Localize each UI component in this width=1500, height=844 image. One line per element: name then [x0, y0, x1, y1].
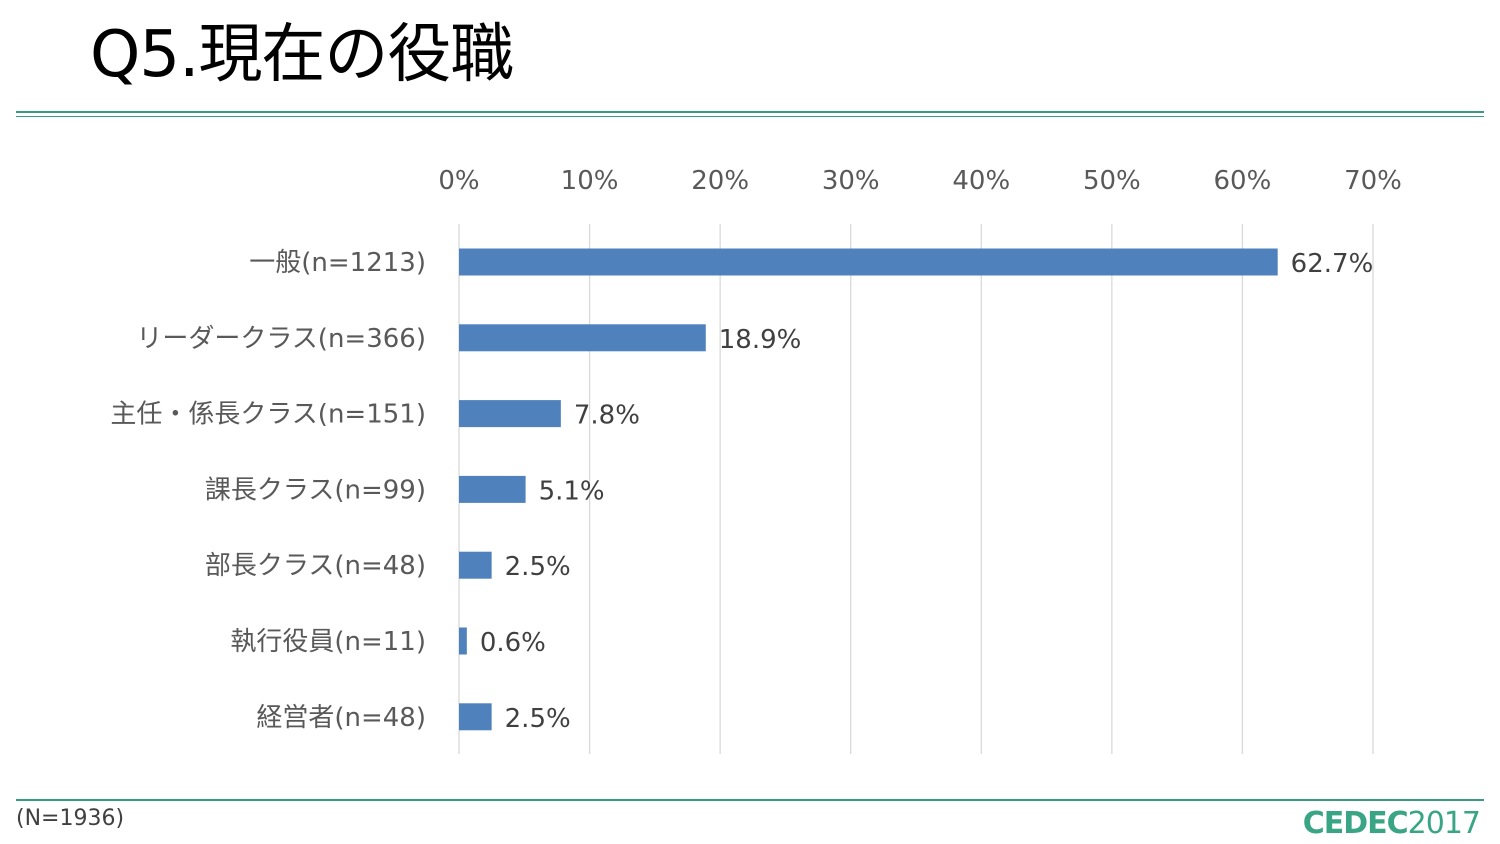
category-label: 課長クラス(n=99) [205, 475, 426, 505]
category-label: 経営者(n=48) [256, 703, 426, 733]
logo-text: CEDEC [1302, 806, 1409, 841]
bar [459, 703, 492, 731]
x-tick-label: 0% [438, 166, 479, 196]
x-tick-label: 70% [1344, 166, 1402, 196]
bar [459, 475, 526, 503]
data-label: 2.5% [505, 704, 571, 734]
bar-chart: 0% 10% 20% 30% 40% 50% 60% 70% 一般(n=1213) 62.7% リー… [110, 166, 1402, 754]
x-tick-label: 10% [561, 166, 619, 196]
category-label: 一般(n=1213) [249, 248, 426, 278]
page-title: Q5.現在の役職 [90, 18, 514, 92]
logo-year: 2017 [1407, 806, 1481, 841]
data-label: 18.9% [719, 325, 802, 355]
bar [459, 248, 1278, 276]
x-tick-label: 30% [822, 166, 880, 196]
data-label: 62.7% [1291, 249, 1374, 279]
bar [459, 400, 561, 428]
bar [459, 324, 706, 352]
x-tick-label: 60% [1214, 166, 1272, 196]
x-tick-label: 20% [691, 166, 749, 196]
x-tick-label: 40% [952, 166, 1010, 196]
data-label: 5.1% [539, 476, 605, 506]
data-label: 2.5% [505, 552, 571, 582]
sample-size-note: (N=1936) [16, 806, 125, 831]
category-label: 主任・係長クラス(n=151) [110, 400, 426, 430]
bar [459, 551, 492, 579]
title-rule-top [16, 111, 1484, 113]
x-tick-label: 50% [1083, 166, 1141, 196]
category-label: リーダークラス(n=366) [136, 324, 426, 354]
footer-rule [16, 799, 1484, 801]
title-rule-bottom [16, 116, 1484, 117]
data-label: 0.6% [480, 628, 546, 658]
category-label: 執行役員(n=11) [230, 627, 426, 657]
cedec-logo: CEDEC2017 [1302, 806, 1481, 842]
bar [459, 627, 467, 655]
data-label: 7.8% [574, 401, 640, 431]
category-label: 部長クラス(n=48) [205, 551, 426, 581]
